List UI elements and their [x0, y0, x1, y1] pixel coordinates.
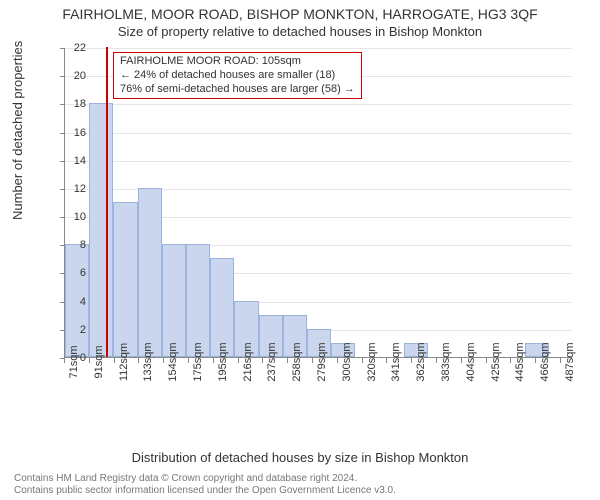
y-tick-label: 14: [62, 155, 86, 167]
annotation-box: FAIRHOLME MOOR ROAD: 105sqm← 24% of deta…: [113, 52, 362, 99]
x-tick: [312, 358, 313, 363]
x-tick: [262, 358, 263, 363]
x-tick: [114, 358, 115, 363]
y-tick-label: 22: [62, 42, 86, 54]
attribution-line: Contains public sector information licen…: [14, 485, 590, 497]
x-tick-label: 195sqm: [217, 342, 229, 381]
x-tick-label: 320sqm: [366, 342, 378, 381]
x-tick: [486, 358, 487, 363]
histogram-bar: [89, 103, 113, 357]
y-tick-label: 0: [62, 352, 86, 364]
x-axis-label: Distribution of detached houses by size …: [0, 450, 600, 465]
x-tick: [89, 358, 90, 363]
x-tick: [337, 358, 338, 363]
chart-area: FAIRHOLME MOOR ROAD: 105sqm← 24% of deta…: [64, 48, 572, 400]
gridline: [65, 48, 572, 49]
annotation-line: 76% of semi-detached houses are larger (…: [120, 83, 355, 97]
x-tick: [238, 358, 239, 363]
x-tick-label: 258sqm: [291, 342, 303, 381]
gridline: [65, 133, 572, 134]
x-tick: [411, 358, 412, 363]
x-tick-label: 216sqm: [242, 342, 254, 381]
x-tick-label: 133sqm: [142, 342, 154, 381]
x-tick-label: 300sqm: [341, 342, 353, 381]
x-tick-label: 91sqm: [93, 345, 105, 378]
y-tick-label: 20: [62, 70, 86, 82]
chart-title: FAIRHOLME, MOOR ROAD, BISHOP MONKTON, HA…: [0, 0, 600, 22]
reference-line: [106, 47, 108, 357]
gridline: [65, 161, 572, 162]
x-tick-label: 154sqm: [167, 342, 179, 381]
x-tick: [535, 358, 536, 363]
y-tick-label: 18: [62, 98, 86, 110]
y-axis-label: Number of detached properties: [10, 41, 25, 220]
x-tick: [461, 358, 462, 363]
x-tick: [436, 358, 437, 363]
attribution-line: Contains HM Land Registry data © Crown c…: [14, 473, 590, 485]
annotation-line: FAIRHOLME MOOR ROAD: 105sqm: [120, 55, 355, 69]
histogram-bar: [138, 188, 162, 357]
x-tick: [510, 358, 511, 363]
histogram-bar: [113, 202, 137, 357]
y-tick-label: 12: [62, 183, 86, 195]
x-tick: [287, 358, 288, 363]
chart-subtitle: Size of property relative to detached ho…: [0, 22, 600, 39]
x-tick-label: 279sqm: [316, 342, 328, 381]
x-tick: [163, 358, 164, 363]
y-tick-label: 2: [62, 324, 86, 336]
gridline: [65, 104, 572, 105]
x-tick-label: 445sqm: [514, 342, 526, 381]
x-tick: [560, 358, 561, 363]
x-tick: [362, 358, 363, 363]
x-tick: [213, 358, 214, 363]
x-tick-label: 175sqm: [192, 342, 204, 381]
histogram-bar: [186, 244, 210, 357]
y-tick-label: 6: [62, 267, 86, 279]
y-tick-label: 8: [62, 239, 86, 251]
y-tick-label: 10: [62, 211, 86, 223]
x-tick: [188, 358, 189, 363]
x-tick-label: 112sqm: [118, 343, 130, 381]
x-tick: [138, 358, 139, 363]
attribution-text: Contains HM Land Registry data © Crown c…: [14, 473, 590, 496]
x-tick-label: 237sqm: [266, 342, 278, 381]
x-tick-label: 404sqm: [465, 342, 477, 381]
x-tick: [386, 358, 387, 363]
histogram-bar: [162, 244, 186, 357]
x-tick-label: 487sqm: [564, 342, 576, 381]
x-tick-label: 466sqm: [539, 342, 551, 381]
plot-area: FAIRHOLME MOOR ROAD: 105sqm← 24% of deta…: [64, 48, 572, 358]
x-tick-label: 341sqm: [390, 342, 402, 381]
x-tick-label: 362sqm: [415, 342, 427, 381]
y-tick-label: 16: [62, 127, 86, 139]
x-tick-label: 383sqm: [440, 342, 452, 381]
x-tick-label: 425sqm: [490, 342, 502, 381]
y-tick-label: 4: [62, 296, 86, 308]
annotation-line: ← 24% of detached houses are smaller (18…: [120, 69, 355, 83]
